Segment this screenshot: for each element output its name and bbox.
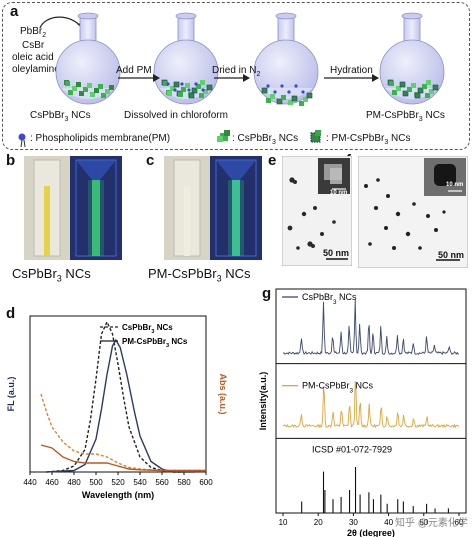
panel-c-caption: PM-CsPbBr3 NCs	[148, 266, 251, 284]
tem-e-scale: 50 nm	[323, 248, 350, 258]
chart-d-xlabel: Wavelength (nm)	[82, 490, 154, 500]
reagent-pbbr2: PbBr2	[20, 26, 47, 39]
coated-cube-icon	[310, 130, 321, 143]
chart-d-xtick-label-0: 440	[23, 478, 37, 487]
panel-a-drawing	[18, 12, 445, 148]
chart-d-series-2	[40, 393, 206, 472]
chart-d-series-1	[46, 338, 195, 473]
chart-g-xtick-label-4: 50	[419, 518, 428, 527]
reagent-arrow-icon	[39, 16, 83, 29]
panel-d-label: d	[6, 305, 16, 322]
chart-d-xtick-label-4: 520	[111, 478, 125, 487]
tem-f-inset-scale: 10 nm	[446, 182, 464, 188]
reagent-oleic-acid: oleic acid	[12, 52, 54, 63]
chart-g-xtick-label-5: 60	[455, 518, 464, 527]
tem-image-e	[282, 156, 352, 266]
chart-g-xlabel: 2θ (degree)	[347, 528, 395, 537]
flask-4-icon	[379, 12, 445, 105]
chart-g-series-0	[282, 299, 460, 356]
tem-e-inset-scale: 10 nm	[330, 190, 348, 196]
panel-b-caption: CsPbBr3 NCs	[12, 266, 91, 284]
chart-d-legend-label-1: PM-CsPbBr3 NCs	[122, 337, 188, 349]
panel-a-label: a	[10, 3, 19, 20]
chart-g-legend-label-2: ICSD #01-072-7929	[312, 444, 392, 454]
panel-c-label: c	[146, 152, 155, 169]
step-dried: Dried in N2	[212, 65, 261, 78]
chart-d-xtick-label-1: 460	[45, 478, 59, 487]
chart-d-xtick-label-6: 560	[155, 478, 169, 487]
chart-d-ylabel-right: Abs (a.u.)	[218, 373, 228, 414]
chart-g-xtick-label-1: 20	[314, 518, 323, 527]
flask1-caption: CsPbBr3 NCs	[30, 110, 91, 123]
chart-d-series-0	[46, 320, 184, 473]
xrd-chart: 10 20 30 40 50 60 2θ (degree) Intensity(a.u.) Cs…	[258, 288, 467, 537]
legend-cspbbr3-label: : CsPbBr3 NCs	[232, 133, 299, 146]
chart-d-series-3	[40, 444, 206, 472]
step-arrows	[118, 74, 379, 82]
chart-d-xtick-label-8: 600	[199, 478, 213, 487]
chart-g-legend-label-1: PM-CsPbBr3 NCs	[302, 381, 374, 395]
flask4-caption: PM-CsPbBr3 NCs	[366, 110, 445, 123]
panel-a	[2, 2, 470, 150]
chart-g-series-1	[282, 380, 460, 429]
panel-g-label: g	[262, 285, 272, 302]
cuvette-photo-b	[24, 156, 122, 260]
panel-b-label: b	[6, 152, 16, 169]
flask-1-icon	[55, 12, 121, 105]
legend-pm-cspbbr3-label: : PM-CsPbBr3 NCs	[326, 133, 411, 146]
chart-g-frame	[275, 288, 467, 514]
step-add-pm: Add PM	[116, 65, 152, 76]
flask2-caption: Dissolved in chloroform	[124, 110, 228, 121]
legend-pm-label: : Phospholipids membrane(PM)	[30, 133, 171, 144]
reagent-csbr: CsBr	[22, 40, 45, 51]
cube-icon	[217, 130, 230, 142]
flask-2-icon	[153, 12, 219, 105]
chart-g-legend-label-0: CsPbBr3 NCs	[302, 292, 357, 306]
chart-d-xtick-label-5: 540	[133, 478, 147, 487]
chart-g-xtick-label-3: 40	[384, 518, 393, 527]
fl-abs-chart: 440 460 480 500 520 540 560 580 600 Wavelength (n…	[6, 315, 228, 500]
chart-g-ylabel: Intensity(a.u.)	[258, 372, 268, 431]
chart-d-xtick-label-3: 500	[89, 478, 103, 487]
reagent-oleylamine: oleylamine	[12, 64, 60, 75]
tem-image-f	[358, 156, 468, 268]
watermark: 知乎 @元素化学	[395, 518, 468, 529]
chart-d-xtick-label-7: 580	[177, 478, 191, 487]
chart-d-legend-label-0: CsPbBr3 NCs	[122, 323, 173, 335]
chart-g-xtick-label-0: 10	[279, 518, 288, 527]
chart-d-xtick-label-2: 480	[67, 478, 81, 487]
flask-3-icon	[253, 12, 319, 106]
tem-f-scale: 50 nm	[438, 250, 465, 260]
panel-e-label: e	[268, 152, 277, 169]
chart-d-ylabel-left: FL (a.u.)	[6, 377, 16, 412]
step-hydration: Hydration	[330, 65, 373, 76]
chart-g-xtick-label-2: 30	[349, 518, 358, 527]
phospholipid-icon	[18, 133, 26, 148]
cuvette-photo-c	[164, 156, 262, 260]
